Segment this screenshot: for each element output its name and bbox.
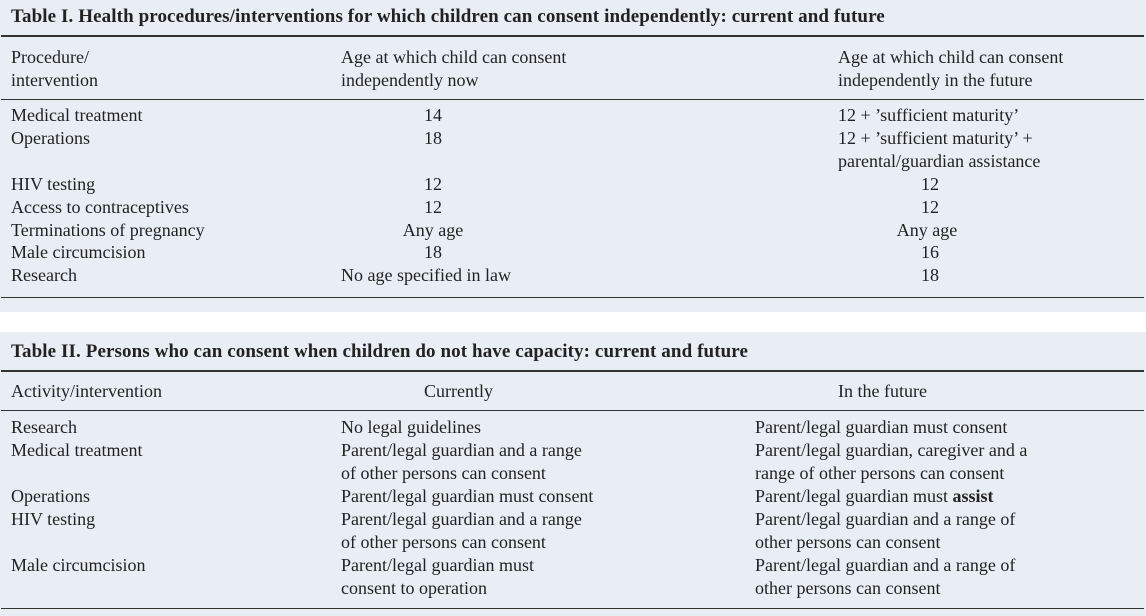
header-line: intervention [11,70,98,90]
table-1-cell-procedure: Research [11,265,77,285]
table-1-cell-future: Any age [896,220,958,240]
header-line: Age at which child can consent [838,47,1064,67]
table-2-cell-future: Parent/legal guardian and a range of oth… [755,554,1015,600]
table-2-cell-currently: Parent/legal guardian must consent to op… [341,554,534,600]
cell-line: 12 + ’sufficient maturity’ + [838,128,1033,148]
header-line: Age at which child can consent [341,47,567,67]
table-1: Table I. Health procedures/interventions… [0,0,1146,312]
table-2-cell-activity: Research [11,417,77,437]
table-1-cell-now: 14 [424,105,442,125]
table-2-header-activity: Activity/intervention [11,381,162,401]
header-line: independently now [341,70,479,90]
table-1-cell-now: 12 [424,197,442,217]
table-1-cell-now: 18 [424,128,442,148]
table-2-cell-future: Parent/legal guardian must assist [755,485,993,508]
cell-line: parental/guardian assistance [838,151,1041,171]
table-1-cell-future: 16 [921,242,939,262]
cell-line: range of other persons can consent [755,463,1005,483]
cell-line: Parent/legal guardian and a range of [755,555,1016,575]
table-2-cell-future: Parent/legal guardian must consent [755,417,1008,437]
table-2-cell-activity: Operations [11,486,90,506]
table-1-cell-procedure: Operations [11,128,90,148]
table-1-cell-procedure: HIV testing [11,174,96,194]
table-1-header-future: Age at which child can consent independe… [838,46,1063,92]
table-2-bottom-rule [1,608,1144,609]
header-line: Procedure/ [11,47,89,67]
cell-text: Parent/legal guardian must [755,486,953,506]
table-2-cell-future: Parent/legal guardian and a range of oth… [755,508,1015,554]
table-1-cell-future: 12 + ’sufficient maturity’ + parental/gu… [838,127,1040,173]
cell-line: other persons can consent [755,532,941,552]
table-2: Table II. Persons who can consent when c… [0,332,1146,616]
table-1-caption: Table I. Health procedures/interventions… [11,6,885,27]
table-1-cell-now: 12 [424,174,442,194]
table-2-cell-currently: Parent/legal guardian and a range of oth… [341,508,582,554]
table-1-top-rule [1,35,1144,37]
table-1-cell-future: 12 [921,197,939,217]
table-1-bottom-rule [1,297,1144,298]
table-1-cell-now: Any age [402,220,464,240]
table-2-cell-currently: Parent/legal guardian and a range of oth… [341,439,582,485]
table-1-header-now: Age at which child can consent independe… [341,46,566,92]
table-2-cell-activity: HIV testing [11,509,96,529]
table-1-cell-future: 12 [921,174,939,194]
cell-line: Parent/legal guardian must [341,555,534,575]
table-2-cell-future: Parent/legal guardian, caregiver and a r… [755,439,1027,485]
cell-line: of other persons can consent [341,532,546,552]
table-2-cell-activity: Medical treatment [11,440,143,460]
table-2-top-rule [1,370,1144,372]
table-1-cell-now: No age specified in law [341,265,511,285]
table-1-cell-procedure: Terminations of pregnancy [11,220,205,240]
cell-line: Parent/legal guardian, caregiver and a [755,440,1028,460]
table-1-cell-procedure: Access to contraceptives [11,197,189,217]
cell-line: other persons can consent [755,578,941,598]
table-1-header-procedure: Procedure/ intervention [11,46,98,92]
table-1-cell-procedure: Male circumcision [11,242,146,262]
cell-line: consent to operation [341,578,487,598]
table-2-header-currently: Currently [424,381,493,401]
table-2-cell-currently: Parent/legal guardian must consent [341,486,594,506]
emphasis-text: assist [952,486,994,506]
table-1-cell-procedure: Medical treatment [11,105,143,125]
table-2-header-future: In the future [838,381,927,401]
table-2-header-rule [1,410,1144,411]
table-2-cell-currently: No legal guidelines [341,417,481,437]
cell-line: Parent/legal guardian and a range [341,509,582,529]
table-1-cell-future: 18 [921,265,939,285]
table-2-cell-activity: Male circumcision [11,555,146,575]
cell-line: Parent/legal guardian and a range [341,440,582,460]
table-1-cell-future: 12 + ’sufficient maturity’ [838,105,1020,125]
cell-line: Parent/legal guardian and a range of [755,509,1016,529]
table-1-header-rule [1,99,1144,100]
table-1-cell-now: 18 [424,242,442,262]
cell-line: of other persons can consent [341,463,546,483]
table-2-caption: Table II. Persons who can consent when c… [11,341,749,362]
header-line: independently in the future [838,70,1033,90]
